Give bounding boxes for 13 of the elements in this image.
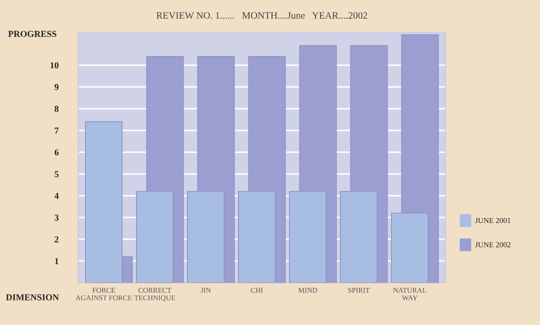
y-tick-label: 5	[54, 171, 59, 178]
y-tick-label: 2	[54, 236, 58, 242]
y-tick-label: 1	[55, 258, 58, 264]
x-axis-title: DIMENSION	[6, 294, 59, 300]
y-tick-label: 3	[54, 214, 59, 221]
y-tick-label: 8	[54, 106, 59, 112]
y-tick-label: 9	[54, 84, 59, 90]
y-axis-title: PROGRESS	[8, 30, 56, 37]
y-tick-label: 7	[54, 128, 59, 134]
chart-title: REVIEW NO. 1...... MONTH....June YEAR....2002	[156, 12, 368, 19]
y-tick-label: 6	[54, 149, 59, 156]
y-tick-label: 10	[50, 62, 59, 68]
y-tick-label: 4	[54, 192, 59, 199]
